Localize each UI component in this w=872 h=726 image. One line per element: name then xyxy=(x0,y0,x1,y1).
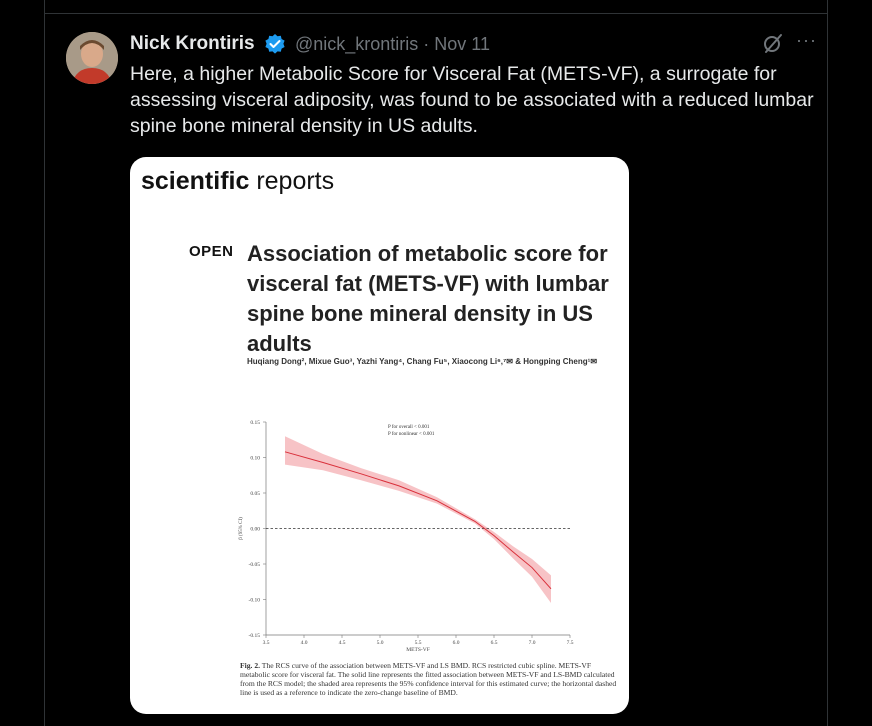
y-tick-label: 0.15 xyxy=(250,420,260,426)
x-tick-label: 5.5 xyxy=(415,640,422,646)
x-tick-label: 4.5 xyxy=(339,640,346,646)
timeline-frame-top xyxy=(44,0,828,14)
y-axis-label: β (95% CI) xyxy=(239,517,244,540)
attached-image[interactable]: scientific reports OPEN Association of m… xyxy=(130,157,629,714)
x-tick-label: 5.0 xyxy=(377,640,384,646)
figure-caption: Fig. 2. The RCS curve of the association… xyxy=(240,661,617,697)
y-tick-label: -0.05 xyxy=(249,562,261,568)
y-tick-label: -0.10 xyxy=(249,598,261,604)
annotation-p-nonlinear: P for nonlinear < 0.001 xyxy=(388,432,435,437)
rcs-chart: 0.15 0.10 0.05 0.00 -0.05 -0.10 -0.153.5 4.0 4.5… xyxy=(239,420,574,653)
paper-authors: Huqiang Dong², Mixue Guo³, Yazhi Yang⁴, … xyxy=(247,357,598,366)
confidence-band xyxy=(285,436,551,604)
grok-icon[interactable] xyxy=(762,32,784,54)
y-tick-label: 0.10 xyxy=(250,456,260,462)
timeline-right-border xyxy=(827,0,828,726)
paper-title: Association of metabolic score for visce… xyxy=(247,241,609,356)
x-tick-label: 6.5 xyxy=(491,640,498,646)
y-tick-label: 0.05 xyxy=(250,491,260,497)
journal-brand: scientific reports xyxy=(141,167,335,195)
tweet-text: Here, a higher Metabolic Score for Visce… xyxy=(130,63,814,137)
more-icon[interactable]: ··· xyxy=(796,30,817,50)
verified-badge-icon xyxy=(265,34,285,54)
y-tick-label: -0.15 xyxy=(249,633,261,639)
timeline-left-border xyxy=(44,0,45,726)
y-tick-label: 0.00 xyxy=(250,527,260,533)
x-tick-label: 4.0 xyxy=(301,640,308,646)
x-tick-label: 7.0 xyxy=(529,640,536,646)
x-axis-label: METS-VF xyxy=(406,647,430,653)
annotation-p-overall: P for overall < 0.001 xyxy=(388,425,430,430)
author-name[interactable]: Nick Krontiris xyxy=(130,33,255,54)
fitted-line xyxy=(284,451,552,590)
avatar[interactable] xyxy=(66,32,118,84)
handle-and-date[interactable]: @nick_krontiris · Nov 11 xyxy=(295,34,490,54)
x-tick-label: 3.5 xyxy=(263,640,270,646)
x-tick-label: 6.0 xyxy=(453,640,460,646)
x-tick-label: 7.5 xyxy=(567,640,574,646)
open-access-label: OPEN xyxy=(189,243,234,260)
